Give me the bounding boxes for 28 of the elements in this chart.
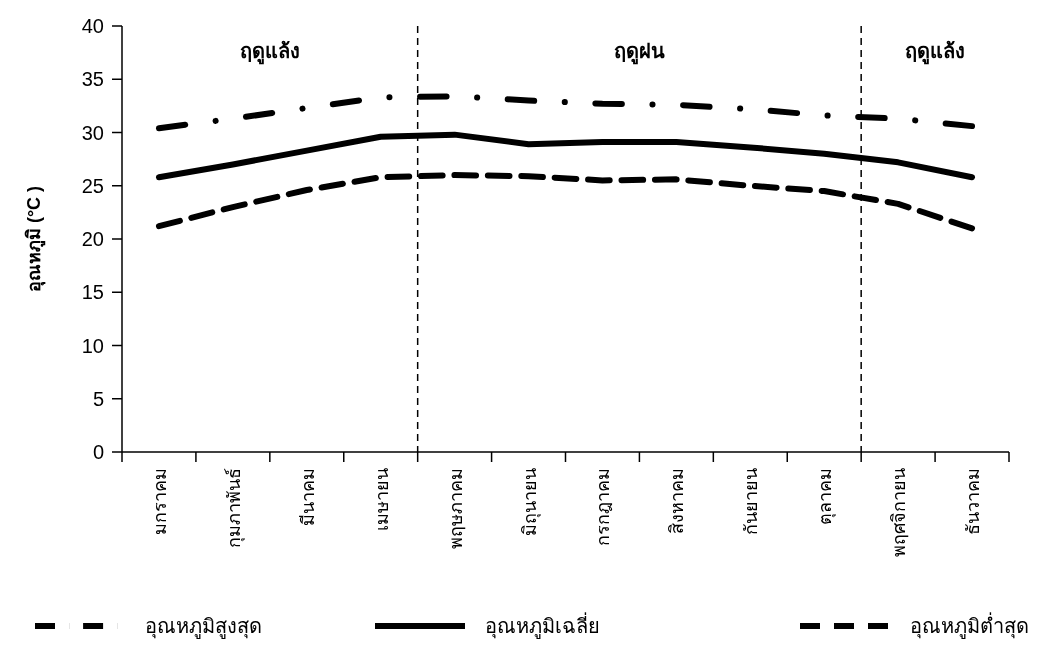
x-tick-label: พฤศจิกายน — [889, 468, 910, 557]
y-tick-label: 30 — [81, 121, 104, 144]
x-tick-label: กุมภาพันธ์ — [223, 468, 245, 548]
y-axis-title: อุณหภูมิ (°C ) — [24, 185, 46, 293]
x-tick-label: มกราคม — [149, 468, 170, 535]
y-tick-label: 25 — [81, 174, 104, 197]
annotation: ฤดูแล้ง — [905, 40, 966, 65]
y-tick-label: 40 — [81, 15, 104, 37]
x-tick-label: ตุลาคม — [815, 468, 837, 525]
x-tick-label: กันยายน — [741, 468, 762, 535]
x-tick-label: มีนาคม — [297, 468, 318, 526]
legend-label: อุณหภูมิต่ำสุด — [910, 612, 1029, 639]
x-tick-label: สิงหาคม — [667, 468, 688, 534]
legend-label: อุณหภูมิสูงสุด — [145, 615, 262, 639]
x-tick-label: พฤษภาคม — [445, 468, 466, 549]
x-tick-label: กรกฎาคม — [593, 468, 614, 546]
legend-label: อุณหภูมิเฉลี่ย — [485, 612, 600, 639]
annotation: ฤดูแล้ง — [239, 40, 300, 65]
x-tick-label: เมษายน — [371, 468, 392, 531]
y-tick-label: 0 — [92, 441, 104, 463]
annotation: ฤดูฝน — [613, 40, 665, 65]
y-tick-label: 10 — [81, 334, 104, 357]
y-tick-label: 20 — [81, 228, 104, 250]
y-tick-label: 5 — [92, 387, 104, 410]
x-tick-label: ธันวาคม — [963, 468, 984, 535]
y-tick-label: 35 — [81, 68, 104, 91]
y-tick-label: 15 — [81, 281, 104, 304]
x-tick-label: มิถุนายน — [519, 468, 541, 536]
